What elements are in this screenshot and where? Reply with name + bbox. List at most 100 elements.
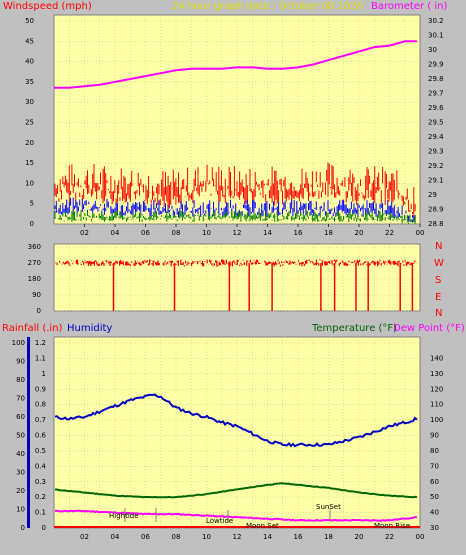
event-markers: Hightide Lowtide Moon Set SunSet Moon Ri… <box>109 503 410 530</box>
rain-axis-bar <box>27 337 30 528</box>
hour-tick-label: 12 <box>233 533 242 541</box>
windspeed-tick-label: 15 <box>25 159 34 167</box>
humidity-tick-label: 30 <box>16 469 25 477</box>
hour-tick-label: 06 <box>141 229 150 237</box>
humidity-label: Humidity <box>67 323 112 334</box>
humidity-tick-label: 50 <box>16 432 25 440</box>
temperature-tick-label: 30 <box>430 524 439 532</box>
windspeed-tick-label: 40 <box>25 58 34 66</box>
hour-tick-label: 16 <box>294 229 303 237</box>
wind-direction-drops <box>112 263 414 311</box>
hour-tick-label: 02 <box>80 229 89 237</box>
wind-direction-series <box>55 259 417 267</box>
barometer-tick-label: 29.8 <box>428 75 444 83</box>
hour-tick-label: 18 <box>324 533 333 541</box>
rainfall-tick-label: 0.8 <box>35 401 46 409</box>
barometer-tick-label: 29.5 <box>428 119 444 127</box>
windspeed-tick-label: 25 <box>25 119 34 127</box>
moonset-label: Moon Set <box>246 522 279 530</box>
hour-tick-label: 10 <box>202 533 211 541</box>
barometer-tick-label: 30 <box>428 46 437 54</box>
temperature-tick-label: 70 <box>430 462 439 470</box>
windspeed-tick-label: 45 <box>25 37 34 45</box>
humidity-tick-label: 100 <box>12 339 25 347</box>
hour-tick-label: 08 <box>172 229 181 237</box>
rainfall-tick-label: 1.2 <box>35 339 46 347</box>
humidity-series <box>54 393 418 448</box>
hour-tick-label: 12 <box>233 229 242 237</box>
temperature-tick-label: 140 <box>430 354 443 362</box>
temperature-tick-label: 90 <box>430 432 439 440</box>
humidity-tick-label: 70 <box>16 395 25 403</box>
hour-tick-label: 08 <box>172 533 181 541</box>
barometer-label: Barometer ( in) <box>371 1 447 12</box>
rainfall-tick-label: 0.9 <box>35 385 46 393</box>
hightide-label: Hightide <box>109 512 139 520</box>
temperature-tick-label: 50 <box>430 493 439 501</box>
humidity-tick-label: 90 <box>16 358 25 366</box>
windspeed-tick-label: 5 <box>30 200 34 208</box>
hour-tick-label: 20 <box>355 533 364 541</box>
compass-labels: N W S E N <box>434 241 444 319</box>
hour-tick-label: 18 <box>324 229 333 237</box>
temperature-tick-label: 100 <box>430 416 443 424</box>
chart-title: 24 hour graph date : October 08 2020 <box>172 1 363 12</box>
windspeed-label: Windspeed (mph) <box>3 1 92 12</box>
sunset-label: SunSet <box>316 503 341 511</box>
temperature-tick-label: 130 <box>430 370 443 378</box>
dewpoint-label: Dew Point (°F) <box>393 323 465 334</box>
hour-tick-label: 14 <box>263 533 272 541</box>
windspeed-tick-label: 50 <box>25 17 34 25</box>
temperature-tick-label: 80 <box>430 447 439 455</box>
rainfall-tick-label: 0.6 <box>35 432 47 440</box>
barometer-tick-label: 28.9 <box>428 206 444 214</box>
rainfall-tick-label: 0.7 <box>35 416 46 424</box>
barometer-tick-label: 29.7 <box>428 90 444 98</box>
rainfall-tick-label: 0.4 <box>35 462 47 470</box>
hour-tick-label: 22 <box>385 533 394 541</box>
windspeed-tick-label: 10 <box>25 179 34 187</box>
temperature-label: Temperature (°F) <box>311 323 397 334</box>
rainfall-tick-label: 0.2 <box>35 493 46 501</box>
moonrise-label: Moon Rise <box>374 522 410 530</box>
barometer-tick-label: 29.6 <box>428 104 444 112</box>
barometer-tick-label: 29.3 <box>428 148 444 156</box>
hour-tick-label: 10 <box>202 229 211 237</box>
humidity-tick-label: 40 <box>16 450 25 458</box>
humidity-tick-label: 0 <box>21 524 25 532</box>
windspeed-tick-label: 30 <box>25 98 34 106</box>
rainfall-tick-label: 0 <box>42 524 46 532</box>
rainfall-tick-label: 1.1 <box>35 354 46 362</box>
barometer-tick-label: 28.8 <box>428 220 444 228</box>
hour-tick-label: 04 <box>111 229 120 237</box>
barometer-tick-label: 29.2 <box>428 162 444 170</box>
compass-e: E <box>435 292 441 303</box>
hour-tick-label: 22 <box>385 229 394 237</box>
hour-tick-label: 00 <box>416 229 425 237</box>
temperature-tick-label: 40 <box>430 509 439 517</box>
humidity-tick-label: 80 <box>16 376 25 384</box>
hour-tick-label: 02 <box>80 533 89 541</box>
hour-tick-label: 00 <box>416 533 425 541</box>
data-series <box>54 40 420 528</box>
temperature-tick-label: 60 <box>430 478 439 486</box>
direction-tick-label: 270 <box>28 259 41 267</box>
hour-tick-label: 14 <box>263 229 272 237</box>
barometer-tick-label: 29.9 <box>428 61 444 69</box>
humidity-tick-label: 60 <box>16 413 25 421</box>
barometer-tick-label: 30.1 <box>428 32 444 40</box>
temperature-series <box>55 482 418 499</box>
barometer-series <box>54 40 417 89</box>
lowtide-label: Lowtide <box>206 517 233 525</box>
wind-gust-series <box>54 162 416 221</box>
windspeed-tick-label: 35 <box>25 78 34 86</box>
hour-tick-label: 06 <box>141 533 150 541</box>
compass-w: W <box>434 258 444 269</box>
direction-tick-label: 0 <box>37 307 41 315</box>
rainfall-tick-label: 0.1 <box>35 509 46 517</box>
hour-tick-label: 04 <box>111 533 120 541</box>
direction-tick-label: 360 <box>28 243 41 251</box>
compass-n-top: N <box>435 241 442 252</box>
